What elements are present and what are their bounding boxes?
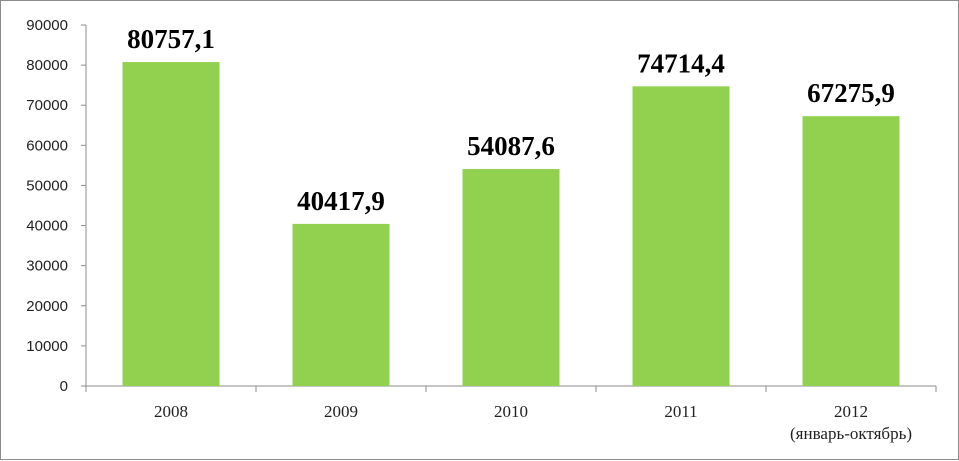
y-tick-label: 60000 <box>26 137 68 154</box>
y-tick-label: 50000 <box>26 177 68 194</box>
y-tick-label: 80000 <box>26 57 68 74</box>
bar-2012 <box>802 116 900 386</box>
bar-2010 <box>462 169 560 386</box>
data-label: 54087,6 <box>467 131 555 161</box>
x-tick-label: 2008 <box>154 402 188 421</box>
data-label: 80757,1 <box>127 24 215 54</box>
data-label: 74714,4 <box>637 48 725 78</box>
y-tick-label: 70000 <box>26 97 68 114</box>
bar-2011 <box>632 86 730 386</box>
y-tick-label: 30000 <box>26 258 68 275</box>
y-tick-label: 20000 <box>26 298 68 315</box>
x-tick-label: 2012 <box>834 402 868 421</box>
x-tick-sublabel: (январь-октябрь) <box>790 424 912 443</box>
bar-2009 <box>292 223 390 386</box>
data-label: 40417,9 <box>297 186 385 216</box>
data-label: 67275,9 <box>807 78 895 108</box>
x-tick-label: 2010 <box>494 402 528 421</box>
x-tick-label: 2011 <box>664 402 697 421</box>
bar-2008 <box>122 62 220 386</box>
y-tick-label: 90000 <box>26 17 68 34</box>
y-tick-label: 40000 <box>26 218 68 235</box>
x-tick-label: 2009 <box>324 402 358 421</box>
y-tick-label: 0 <box>60 378 68 395</box>
y-tick-label: 10000 <box>26 338 68 355</box>
